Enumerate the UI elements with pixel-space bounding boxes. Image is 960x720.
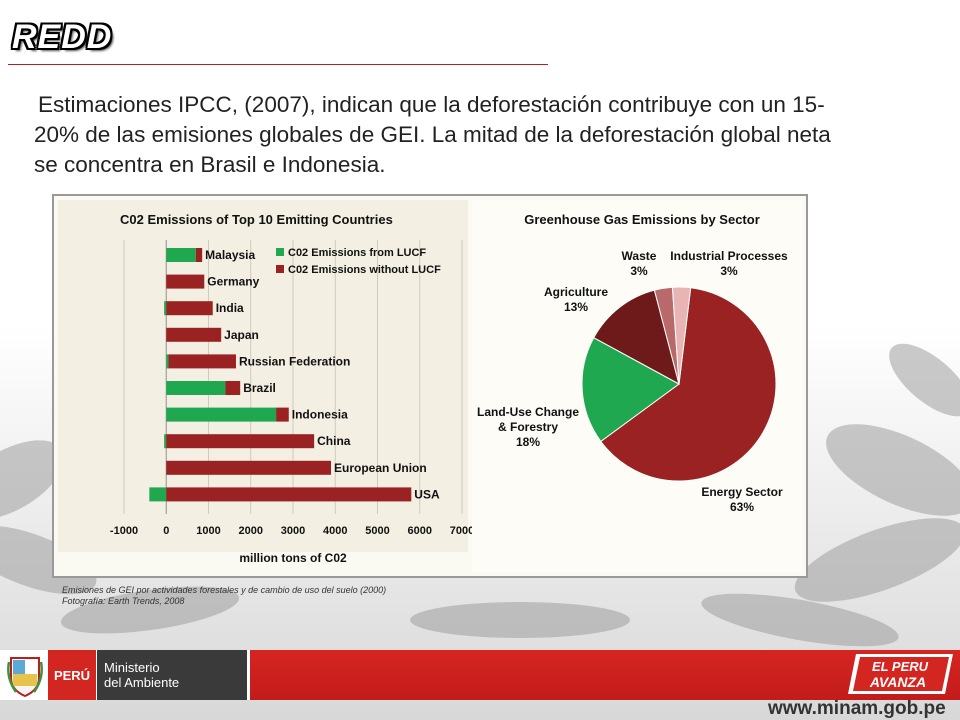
bar-without-lucf	[166, 487, 412, 502]
figure-caption: Emisiones de GEI por actividades foresta…	[62, 585, 386, 607]
x-tick-label: 4000	[323, 525, 347, 537]
pie-chart-title: Greenhouse Gas Emissions by Sector	[524, 212, 760, 227]
bar-without-lucf	[166, 460, 332, 475]
title-divider	[8, 64, 548, 65]
pie-slice	[593, 289, 680, 385]
legend-label: C02 Emissions without LUCF	[288, 264, 441, 276]
bar-lucf	[164, 434, 167, 449]
bar-without-lucf	[195, 248, 203, 262]
x-tick-label: 5000	[365, 525, 389, 537]
bar-lucf	[149, 487, 167, 502]
x-tick-label: 2000	[239, 525, 263, 537]
category-label: India	[216, 301, 244, 315]
bar-lucf	[164, 301, 167, 316]
peru-coat-of-arms-icon	[7, 657, 43, 698]
bar-without-lucf	[168, 354, 236, 369]
chart-canvas: C02 Emissions of Top 10 Emitting Countri…	[58, 200, 802, 572]
category-label: European Union	[334, 461, 427, 475]
peru-label: PERÚ	[48, 650, 96, 700]
pie-slice	[671, 286, 692, 385]
category-label: Russian Federation	[239, 354, 350, 368]
figure-panel: C02 Emissions of Top 10 Emitting Countri…	[52, 194, 808, 578]
category-label: Indonesia	[292, 408, 348, 422]
x-tick-label: -1000	[110, 525, 138, 537]
bar-without-lucf	[166, 301, 213, 316]
bar-lucf	[166, 407, 277, 422]
el-peru-avanza-logo: EL PERU AVANZA	[848, 654, 953, 694]
logo-line-2: AVANZA	[869, 674, 926, 690]
legend-label: C02 Emissions from LUCF	[288, 247, 426, 259]
category-label: Malaysia	[205, 248, 255, 262]
category-label: Japan	[224, 328, 259, 342]
x-tick-label: 6000	[408, 525, 432, 537]
x-tick-label: 0	[163, 525, 169, 537]
pie-slice-label: Industrial Processes 3%	[670, 249, 788, 278]
ministerio-label: Ministerio del Ambiente	[104, 660, 179, 690]
x-tick-label: 3000	[281, 525, 305, 537]
x-tick-label: 7000	[450, 525, 474, 537]
ministerio-line-2: del Ambiente	[104, 675, 180, 690]
pie-slice	[600, 287, 777, 482]
bar-chart-title: C02 Emissions of Top 10 Emitting Countri…	[120, 212, 393, 227]
caption-line-2: Fotografía: Earth Trends, 2008	[62, 596, 185, 606]
bar-lucf	[166, 248, 196, 262]
bar-lucf	[166, 354, 169, 369]
x-tick-label: 1000	[196, 525, 220, 537]
bar-without-lucf	[225, 381, 241, 395]
ministerio-line-1: Ministerio	[104, 660, 160, 675]
ministerio-box	[97, 650, 247, 700]
category-label: China	[317, 434, 351, 448]
page-title: REDD	[12, 18, 113, 56]
logo-line-1: EL PERU	[872, 659, 929, 674]
intro-paragraph: Estimaciones IPCC, (2007), indican que l…	[34, 92, 831, 177]
x-axis-label: million tons of C02	[239, 551, 347, 565]
legend-swatch	[276, 248, 284, 256]
footer-red-band	[250, 650, 960, 700]
pie-slice-label: Waste 3%	[622, 249, 657, 278]
pie-slice	[581, 337, 680, 443]
pie-slice-label: Land-Use Change & Forestry 18%	[477, 405, 579, 449]
category-label: USA	[414, 487, 440, 501]
caption-line-1: Emisiones de GEI por actividades foresta…	[62, 585, 387, 595]
pie-slice-label: Agriculture 13%	[544, 285, 608, 314]
pie-slice-label: Energy Sector 63%	[701, 485, 783, 514]
legend-swatch	[276, 265, 284, 273]
bar-without-lucf	[166, 327, 222, 342]
bar-without-lucf	[276, 407, 289, 422]
bar-lucf	[166, 381, 226, 395]
site-url: www.minam.gob.pe	[768, 698, 946, 719]
category-label: Brazil	[243, 381, 276, 395]
bar-without-lucf	[166, 434, 315, 449]
category-label: Germany	[207, 275, 259, 289]
bar-without-lucf	[166, 274, 205, 289]
